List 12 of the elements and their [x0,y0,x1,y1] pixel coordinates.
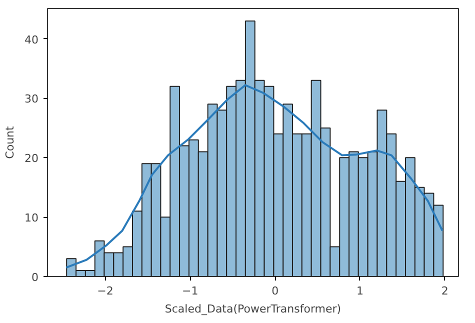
x-axis-title: Scaled_Data(PowerTransformer) [164,302,342,316]
x-tick-label: −1 [182,284,198,298]
y-tick-label: 40 [24,33,39,46]
x-tick-label: 1 [356,284,364,298]
y-tick-label: 10 [24,212,39,225]
x-tick-label: 2 [441,284,448,298]
x-tick-label: 0 [272,284,279,298]
y-tick-label: 30 [24,92,39,106]
y-tick-label: 20 [24,152,39,166]
y-tick-label: 0 [32,271,38,284]
y-axis-title: Count [4,125,17,159]
x-tick-label: −2 [97,284,114,298]
